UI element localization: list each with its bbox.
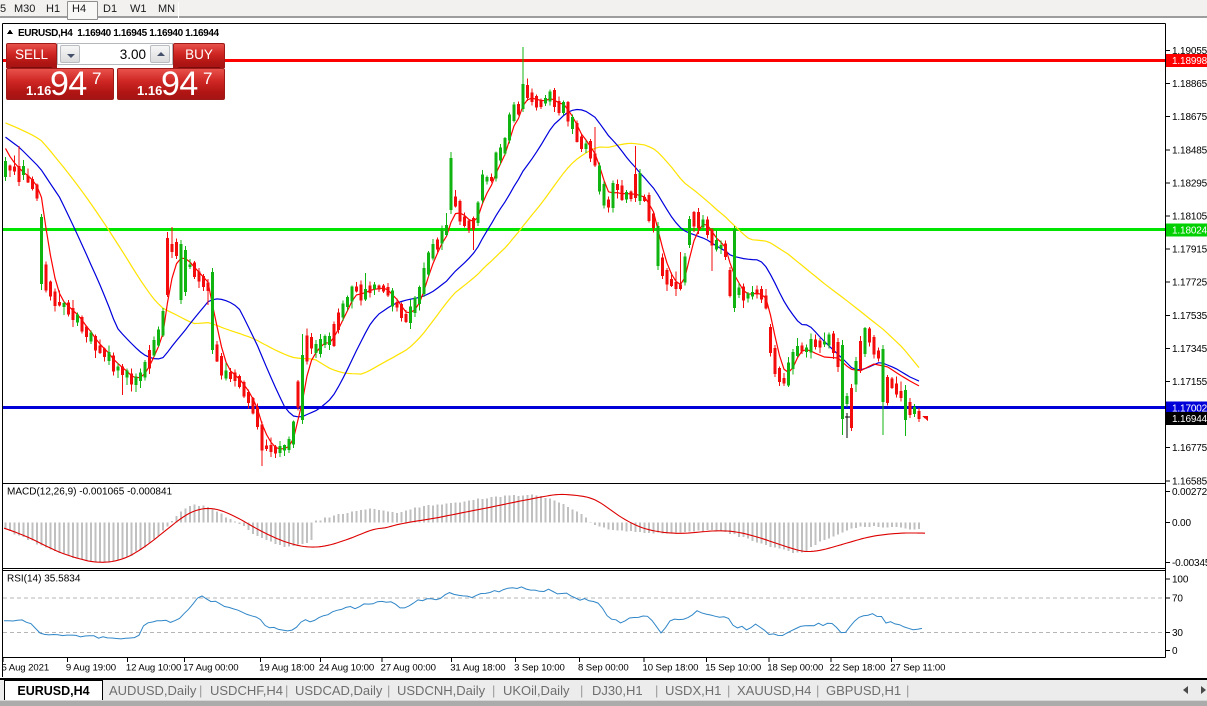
svg-text:0.002726: 0.002726 [1172, 487, 1207, 498]
svg-text:EURUSD,H4 1.16940 1.16945 1.1: EURUSD,H4 1.16940 1.16945 1.16940 1.1694… [18, 28, 220, 39]
svg-text:1.17002: 1.17002 [1172, 404, 1207, 415]
svg-text:1.17915: 1.17915 [1172, 245, 1207, 256]
svg-text:1.19055: 1.19055 [1172, 46, 1207, 57]
svg-text:17 Aug 00:00: 17 Aug 00:00 [183, 663, 238, 674]
svg-text:27 Sep 11:00: 27 Sep 11:00 [890, 663, 945, 674]
svg-text:1.16944: 1.16944 [1172, 414, 1207, 425]
svg-text:1.17155: 1.17155 [1172, 377, 1207, 388]
svg-text:1.18485: 1.18485 [1172, 145, 1207, 156]
svg-text:1.18998: 1.18998 [1172, 56, 1207, 67]
svg-text:3 Sep 10:00: 3 Sep 10:00 [514, 663, 565, 674]
svg-text:100: 100 [1172, 575, 1189, 586]
svg-text:1.18105: 1.18105 [1172, 212, 1207, 223]
svg-text:10 Sep 18:00: 10 Sep 18:00 [643, 663, 699, 674]
svg-text:1.16585: 1.16585 [1172, 476, 1207, 487]
svg-text:22 Sep 18:00: 22 Sep 18:00 [830, 663, 886, 674]
svg-text:24 Aug 10:00: 24 Aug 10:00 [319, 663, 374, 674]
svg-text:0.00: 0.00 [1172, 518, 1191, 529]
svg-text:1.18675: 1.18675 [1172, 112, 1207, 123]
svg-text:19 Aug 18:00: 19 Aug 18:00 [259, 663, 314, 674]
svg-text:RSI(14) 35.5834: RSI(14) 35.5834 [7, 574, 81, 585]
svg-text:12 Aug 10:00: 12 Aug 10:00 [126, 663, 181, 674]
svg-text:1.18024: 1.18024 [1172, 226, 1207, 237]
svg-text:31 Aug 18:00: 31 Aug 18:00 [450, 663, 505, 674]
svg-text:30: 30 [1172, 628, 1183, 639]
svg-text:15 Sep 10:00: 15 Sep 10:00 [705, 663, 761, 674]
svg-text:1.17345: 1.17345 [1172, 344, 1207, 355]
svg-text:70: 70 [1172, 594, 1183, 605]
svg-text:1.16775: 1.16775 [1172, 443, 1207, 454]
svg-text:18 Sep 00:00: 18 Sep 00:00 [767, 663, 823, 674]
svg-text:5 Aug 2021: 5 Aug 2021 [2, 663, 50, 674]
svg-text:27 Aug 00:00: 27 Aug 00:00 [381, 663, 436, 674]
svg-text:-0.003451: -0.003451 [1172, 558, 1207, 569]
svg-text:1.18295: 1.18295 [1172, 178, 1207, 189]
svg-text:0: 0 [1172, 646, 1178, 657]
svg-text:MACD(12,26,9) -0.001065 -0.000: MACD(12,26,9) -0.001065 -0.000841 [7, 487, 173, 498]
svg-text:1.17725: 1.17725 [1172, 278, 1207, 289]
svg-text:1.18865: 1.18865 [1172, 79, 1207, 90]
svg-text:9 Aug 19:00: 9 Aug 19:00 [66, 663, 116, 674]
svg-text:8 Sep 00:00: 8 Sep 00:00 [578, 663, 629, 674]
svg-text:1.17535: 1.17535 [1172, 311, 1207, 322]
